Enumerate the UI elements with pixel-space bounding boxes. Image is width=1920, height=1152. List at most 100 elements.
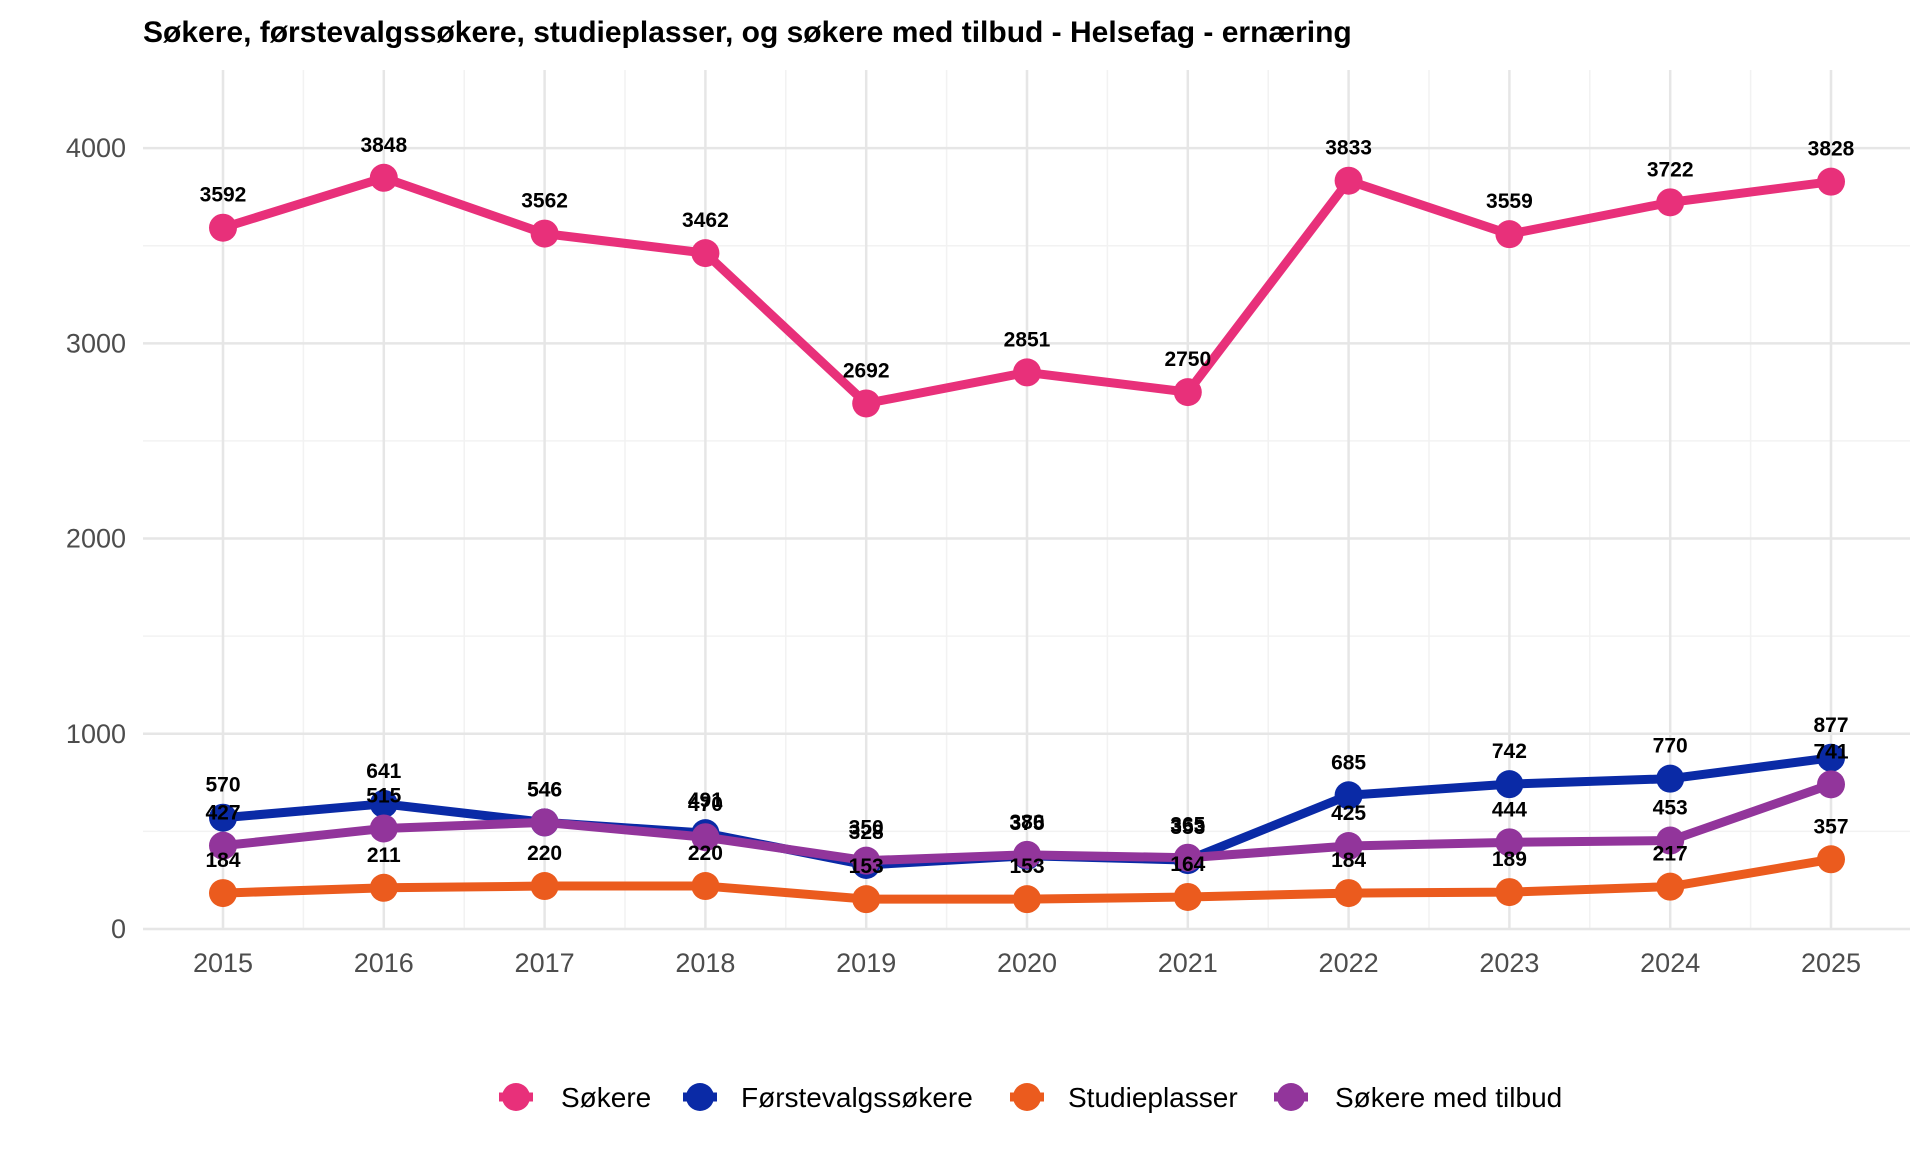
data-label: 380 <box>1009 811 1044 834</box>
data-point <box>1656 826 1685 855</box>
data-label: 357 <box>1813 815 1848 838</box>
legend-key-point <box>502 1083 530 1111</box>
x-tick-label: 2025 <box>1801 948 1861 978</box>
data-label: 153 <box>1009 855 1044 878</box>
legend-label: Søkere <box>561 1082 651 1113</box>
data-point <box>209 879 237 908</box>
legend-key-point <box>686 1083 714 1111</box>
data-label: 217 <box>1653 843 1688 866</box>
data-label: 2692 <box>843 359 890 382</box>
data-label: 3828 <box>1808 138 1855 161</box>
data-label: 220 <box>688 842 723 865</box>
y-axis-tick-labels: 0 1000 2000 3000 4000 <box>66 133 126 944</box>
legend-label: Førstevalgssøkere <box>741 1082 973 1113</box>
data-label: 515 <box>366 784 401 807</box>
legend-key-point <box>1277 1083 1305 1111</box>
data-label: 741 <box>1813 740 1848 763</box>
data-label: 444 <box>1492 798 1527 821</box>
data-label: 3592 <box>200 184 247 207</box>
data-point <box>1334 832 1363 861</box>
data-point <box>1495 770 1524 799</box>
data-label: 164 <box>1170 853 1205 876</box>
data-point <box>209 213 237 242</box>
data-point <box>1495 220 1524 249</box>
data-point <box>1817 167 1845 196</box>
data-point <box>209 803 237 832</box>
data-point <box>530 808 559 837</box>
data-point <box>1013 840 1041 869</box>
data-point <box>1173 843 1202 872</box>
data-point <box>852 885 881 914</box>
data-label: 425 <box>1331 802 1366 825</box>
data-point <box>1656 764 1685 793</box>
data-label: 3722 <box>1647 158 1694 181</box>
data-label: 2750 <box>1164 348 1211 371</box>
data-point <box>530 219 559 248</box>
data-label: 375 <box>1009 812 1044 835</box>
data-point <box>691 823 720 852</box>
data-point <box>1495 828 1524 857</box>
x-axis-tick-labels: 2015 2016 2017 2018 2019 2020 2021 2022 2023 2024… <box>193 948 1861 978</box>
x-tick-label: 2016 <box>354 948 414 978</box>
data-label: 220 <box>527 842 562 865</box>
data-label: 184 <box>1331 849 1366 872</box>
y-tick-label: 3000 <box>66 328 126 358</box>
data-label: 546 <box>527 778 562 801</box>
legend: Søkere Førstevalgssøkere Studieplasser Søke… <box>499 1082 1562 1113</box>
data-label: 184 <box>205 849 240 872</box>
data-label: 3462 <box>682 209 729 232</box>
data-label: 365 <box>1170 814 1205 837</box>
data-point <box>209 831 237 860</box>
y-tick-label: 2000 <box>66 524 126 554</box>
legend-key-point <box>1013 1083 1041 1111</box>
data-label: 153 <box>849 855 884 878</box>
data-label: 453 <box>1653 797 1688 820</box>
data-point <box>530 872 559 901</box>
data-label: 353 <box>1170 816 1205 839</box>
data-point <box>1656 188 1685 217</box>
data-label: 2851 <box>1004 328 1051 351</box>
data-label: 770 <box>1653 735 1688 758</box>
data-label: 328 <box>849 821 884 844</box>
data-point <box>1013 358 1041 387</box>
data-point <box>1173 882 1202 911</box>
data-point <box>691 872 720 901</box>
data-point <box>369 873 398 902</box>
data-label: 427 <box>205 802 240 825</box>
data-label: 211 <box>367 844 401 867</box>
data-label: 3848 <box>360 134 407 157</box>
data-point <box>369 814 398 843</box>
data-label: 641 <box>366 760 401 783</box>
data-labels: 3592 3848 3562 3462 2692 2851 2750 3833 3559 3722… <box>200 134 1855 878</box>
data-label: 685 <box>1331 751 1366 774</box>
data-label: 470 <box>688 793 723 816</box>
y-tick-label: 0 <box>111 914 126 944</box>
x-tick-label: 2024 <box>1640 948 1700 978</box>
data-point <box>1817 845 1845 874</box>
series-lines <box>209 163 1845 914</box>
data-point <box>691 239 720 268</box>
grid-lines <box>143 70 1910 931</box>
data-label: 189 <box>1492 848 1527 871</box>
chart-title: Søkere, førstevalgssøkere, studieplasser… <box>143 16 1352 49</box>
data-label: 491 <box>688 789 723 812</box>
x-tick-label: 2017 <box>515 948 575 978</box>
data-point <box>852 846 881 875</box>
data-point <box>1817 743 1845 772</box>
data-point <box>1334 879 1363 908</box>
data-point <box>1173 378 1202 407</box>
data-point <box>369 163 398 192</box>
y-tick-label: 4000 <box>66 133 126 163</box>
data-label: 3562 <box>521 190 568 213</box>
data-label: 3559 <box>1486 190 1533 213</box>
data-point <box>1495 878 1524 907</box>
data-label: 350 <box>849 817 884 840</box>
x-tick-label: 2018 <box>675 948 735 978</box>
data-point <box>852 389 881 418</box>
x-tick-label: 2021 <box>1158 948 1218 978</box>
x-tick-label: 2022 <box>1319 948 1379 978</box>
data-label: 546 <box>527 778 562 801</box>
data-point <box>1013 885 1041 914</box>
data-point <box>1656 872 1685 901</box>
